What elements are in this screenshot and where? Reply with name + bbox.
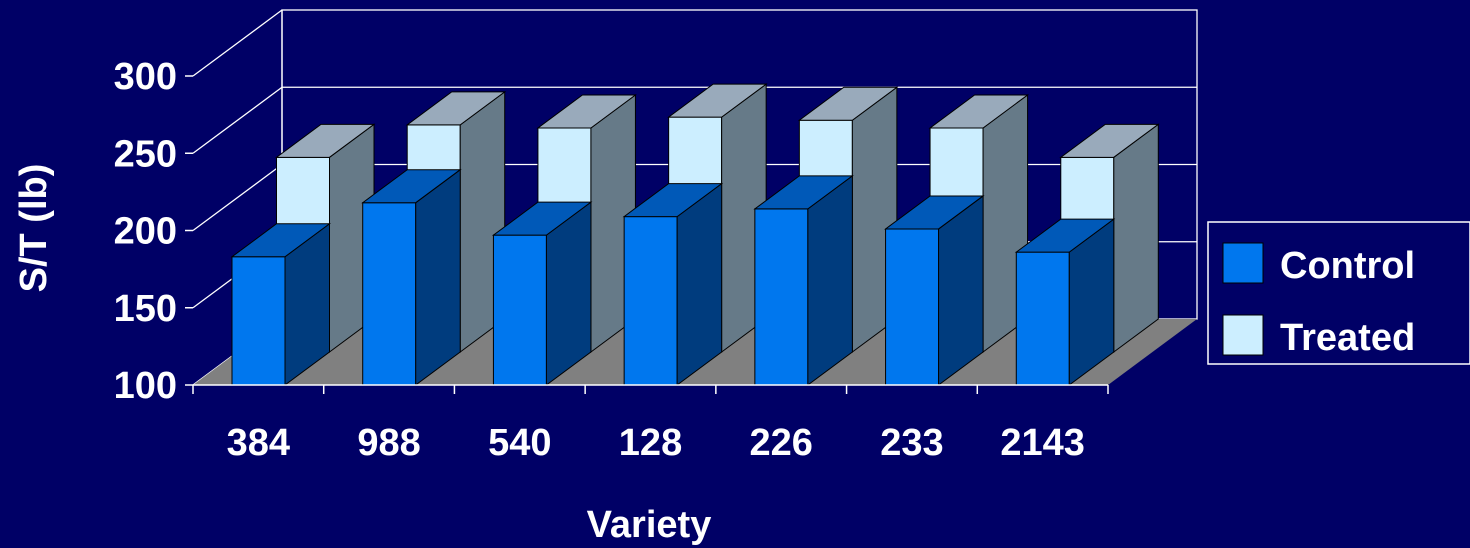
bar-control-front [492,234,547,386]
bar-control [1014,218,1116,386]
bar-treated-top [667,83,768,118]
bar-control-front [754,208,809,386]
bar-treated-side [1113,123,1159,353]
x-tick-label: 128 [619,422,682,464]
bar-control-side [676,182,723,386]
legend-label: Treated [1280,317,1415,359]
bar-control-top [230,223,332,258]
bar-treated-top [928,94,1030,129]
x-axis-label: Variety [587,504,712,546]
x-tick-label: 226 [750,422,813,464]
gridline-diagonal [192,163,283,232]
bar-control [361,168,462,386]
bar-control-top [491,201,593,236]
x-tick-label: 384 [227,422,290,464]
bar-control-top [1014,218,1116,253]
bar-control-front [1015,251,1070,386]
bar-treated-top [1059,123,1160,158]
bar-treated-top [536,94,637,129]
bar-control [622,182,724,386]
bar-control-front [885,228,940,386]
y-tick-label: 100 [114,365,177,407]
bar-control-front [231,256,286,386]
y-tick-label: 250 [114,133,177,175]
legend-box [1207,221,1470,365]
bars [230,83,1160,386]
x-tick-label: 988 [357,422,420,464]
legend-swatch [1222,242,1264,284]
bar-treated-top [405,91,507,126]
x-tick-label: 2143 [1000,422,1085,464]
bar-control [230,222,332,386]
y-tick-label: 150 [114,288,177,330]
bar-treated-top [797,86,899,121]
axes: 100 150 200 250 300 384 988 540 128 226 233 2143 [114,56,1109,464]
bar-control [753,174,854,386]
bar-control-front [362,202,417,386]
bar-control-top [622,183,724,218]
gridline-diagonal [192,9,283,77]
x-tick-label: 540 [488,422,551,464]
bar-treated-top [274,123,376,158]
bar-control-top [884,195,985,230]
bar-control-side [807,174,853,386]
y-tick-label: 200 [114,211,177,253]
x-tick-label: 233 [880,422,943,464]
bar-control [491,201,593,386]
y-tick-label: 300 [114,56,177,98]
bar-control-side [415,168,461,386]
y-axis-label: S/T (lb) [13,164,55,293]
legend-swatch [1222,314,1264,356]
bar-control-top [361,169,462,204]
gridline-diagonal [192,86,283,154]
bar-control-top [753,175,854,210]
legend-label: Control [1280,245,1415,287]
bar-control [884,194,985,386]
legend: Control Treated [1207,221,1470,365]
bar-control-front [623,216,678,386]
